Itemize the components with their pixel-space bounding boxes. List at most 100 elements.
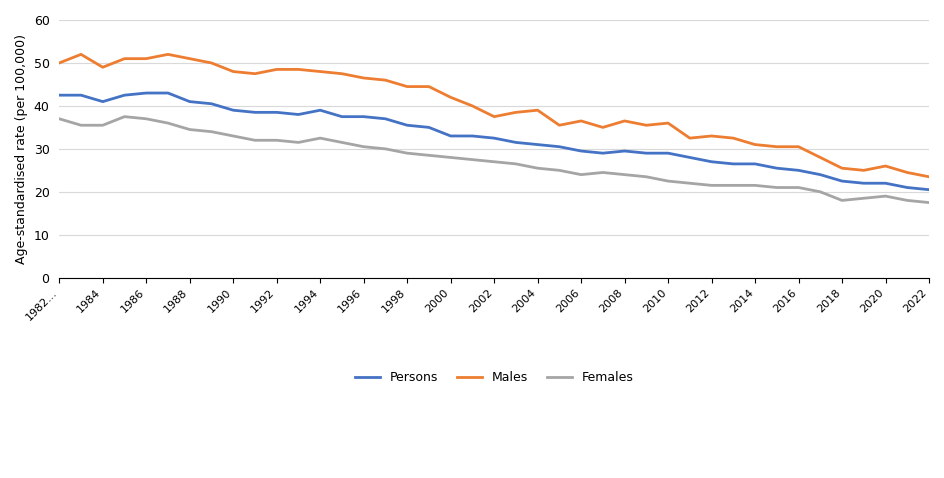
Females	[466, 157, 478, 163]
Males	[684, 135, 696, 141]
Males	[76, 52, 87, 57]
Males	[880, 163, 891, 169]
Persons	[466, 133, 478, 139]
Females	[532, 165, 544, 171]
Females	[641, 174, 652, 180]
Persons	[902, 185, 913, 190]
Persons	[76, 92, 87, 98]
Persons	[684, 154, 696, 160]
Males	[902, 170, 913, 175]
Line: Females: Females	[59, 117, 929, 203]
Females	[836, 197, 848, 203]
Persons	[815, 172, 826, 177]
Persons	[401, 122, 413, 128]
Males	[923, 174, 935, 180]
Females	[358, 144, 369, 150]
Males	[184, 56, 195, 62]
Persons	[423, 125, 434, 130]
Persons	[793, 167, 804, 173]
Line: Persons: Persons	[59, 93, 929, 190]
Legend: Persons, Males, Females: Persons, Males, Females	[349, 367, 639, 390]
Persons	[880, 180, 891, 186]
Males	[54, 60, 65, 66]
Males	[836, 165, 848, 171]
Persons	[119, 92, 130, 98]
Males	[554, 122, 565, 128]
Females	[598, 170, 609, 175]
Males	[576, 118, 587, 124]
Persons	[97, 99, 109, 105]
Line: Males: Males	[59, 54, 929, 177]
Males	[858, 167, 869, 173]
Females	[771, 185, 783, 190]
Males	[771, 144, 783, 150]
Males	[750, 141, 761, 147]
Females	[880, 193, 891, 199]
Persons	[619, 148, 631, 154]
Persons	[162, 90, 174, 96]
Females	[206, 129, 217, 134]
Males	[379, 77, 391, 83]
Females	[445, 154, 456, 160]
Y-axis label: Age-standardised rate (per 100,000): Age-standardised rate (per 100,000)	[15, 34, 28, 264]
Females	[76, 122, 87, 128]
Persons	[663, 150, 674, 156]
Persons	[923, 187, 935, 193]
Males	[228, 69, 239, 75]
Persons	[293, 112, 304, 118]
Females	[314, 135, 326, 141]
Females	[228, 133, 239, 139]
Females	[401, 150, 413, 156]
Females	[706, 183, 717, 188]
Persons	[314, 108, 326, 113]
Males	[793, 144, 804, 150]
Males	[249, 71, 261, 76]
Females	[858, 196, 869, 201]
Persons	[336, 114, 347, 120]
Persons	[576, 148, 587, 154]
Males	[336, 71, 347, 76]
Females	[293, 140, 304, 145]
Persons	[249, 109, 261, 115]
Persons	[641, 150, 652, 156]
Females	[336, 140, 347, 145]
Persons	[858, 180, 869, 186]
Males	[401, 84, 413, 89]
Persons	[271, 109, 282, 115]
Persons	[445, 133, 456, 139]
Females	[554, 167, 565, 173]
Females	[97, 122, 109, 128]
Males	[706, 133, 717, 139]
Males	[119, 56, 130, 62]
Males	[97, 65, 109, 70]
Persons	[532, 141, 544, 147]
Males	[423, 84, 434, 89]
Males	[445, 95, 456, 100]
Males	[162, 52, 174, 57]
Females	[249, 137, 261, 143]
Males	[619, 118, 631, 124]
Females	[488, 159, 499, 164]
Males	[532, 108, 544, 113]
Persons	[379, 116, 391, 122]
Males	[510, 109, 521, 115]
Persons	[206, 101, 217, 107]
Females	[162, 120, 174, 126]
Males	[358, 75, 369, 81]
Males	[598, 125, 609, 130]
Females	[750, 183, 761, 188]
Females	[141, 116, 152, 122]
Females	[902, 197, 913, 203]
Persons	[358, 114, 369, 120]
Females	[271, 137, 282, 143]
Persons	[510, 140, 521, 145]
Males	[141, 56, 152, 62]
Females	[184, 127, 195, 132]
Persons	[750, 161, 761, 167]
Males	[466, 103, 478, 109]
Females	[663, 178, 674, 184]
Persons	[836, 178, 848, 184]
Persons	[728, 161, 739, 167]
Females	[923, 200, 935, 206]
Males	[488, 114, 499, 120]
